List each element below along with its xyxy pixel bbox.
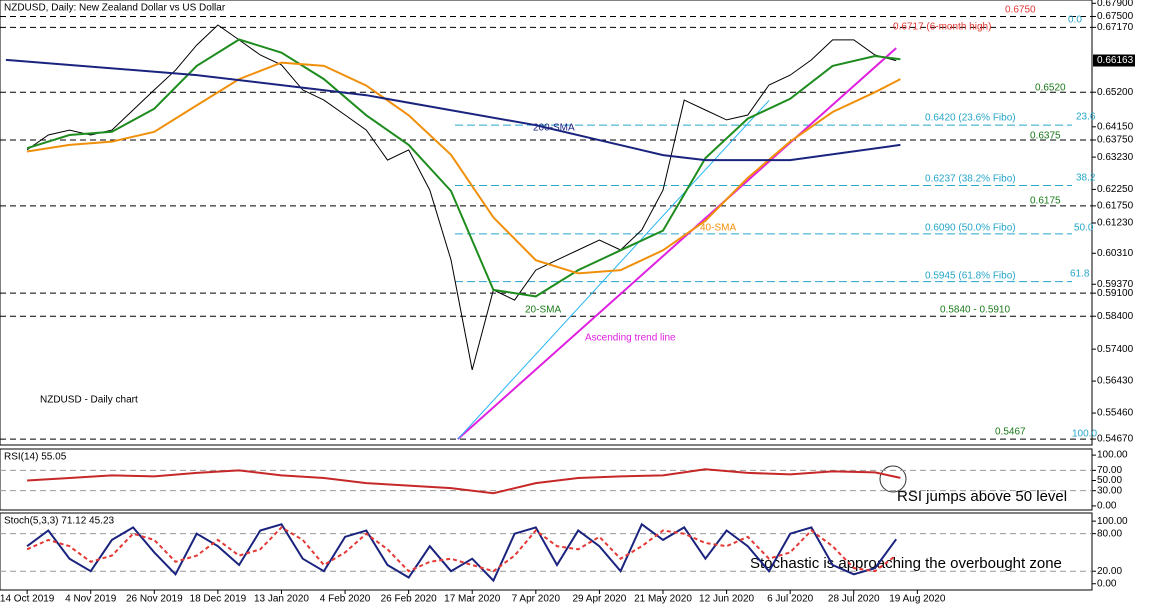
annotation: 0.6750	[1005, 5, 1036, 16]
trend-line	[457, 47, 897, 440]
y-tick-label: 0.64150	[1097, 121, 1134, 132]
y-tick-label: 20.00	[1097, 566, 1122, 577]
x-tick-label: 18 Dec 2019	[190, 594, 247, 605]
annotation: 0.5945 (61.8% Fibo)	[925, 271, 1016, 282]
annotation: 0.6175	[1030, 196, 1061, 207]
y-tick-label: 100.00	[1097, 516, 1128, 527]
x-tick-label: 28 Jul 2020	[828, 594, 880, 605]
y-tick-label: 80.00	[1097, 528, 1122, 539]
y-tick-label: 0.59100	[1097, 288, 1134, 299]
series-line	[26, 38, 901, 298]
annotation: 0.6420 (23.6% Fibo)	[925, 113, 1016, 124]
y-tick-label: 0.59370	[1097, 279, 1134, 290]
x-tick-label: 14 Oct 2019	[0, 594, 55, 605]
fibo-tag: 23.6	[1076, 112, 1096, 123]
annotation: 0.5840 - 0.5910	[940, 305, 1010, 316]
rsi-annotation: RSI jumps above 50 level	[897, 488, 1067, 505]
y-tick-label: 0.56430	[1097, 376, 1134, 387]
x-tick-label: 7 Apr 2020	[512, 594, 561, 605]
current-price-box	[1093, 54, 1135, 67]
y-tick-label: 0.58400	[1097, 311, 1134, 322]
annotation: 0.6375	[1030, 131, 1061, 142]
x-tick-label: 26 Feb 2020	[381, 594, 438, 605]
fibo-tag: 100.0	[1072, 429, 1097, 440]
x-tick-label: 17 Mar 2020	[444, 594, 501, 605]
stoch-title: Stoch(5,3,3) 71.12 45.23	[4, 516, 115, 527]
x-tick-label: 19 Aug 2020	[889, 594, 946, 605]
annotation: 0.6717 (6-month high)	[893, 22, 991, 33]
x-tick-label: 6 Jul 2020	[767, 594, 814, 605]
x-tick-label: 26 Nov 2019	[126, 594, 183, 605]
current-price-label: 0.66163	[1097, 55, 1134, 66]
y-tick-label: 0.61750	[1097, 201, 1134, 212]
series-line	[5, 58, 901, 162]
rsi-title: RSI(14) 55.05	[4, 452, 67, 463]
y-tick-label: 0.67170	[1097, 22, 1134, 33]
annotation: 0.6520	[1035, 83, 1066, 94]
y-tick-label: 0.60310	[1097, 248, 1134, 259]
annotation: NZDUSD - Daily chart	[40, 395, 138, 406]
x-tick-label: 21 May 2020	[634, 594, 692, 605]
y-tick-label: 0.00	[1097, 578, 1117, 589]
fibo-tag: 38.2	[1076, 173, 1096, 184]
x-tick-label: 13 Jan 2020	[254, 594, 309, 605]
y-tick-label: 0.00	[1097, 501, 1117, 512]
annotation: 40-SMA	[700, 223, 736, 234]
annotation: 0.6237 (38.2% Fibo)	[925, 174, 1016, 185]
fibo-tag: 50.0	[1074, 223, 1094, 234]
x-tick-label: 12 Jun 2020	[699, 594, 754, 605]
annotation: 0.6090 (50.0% Fibo)	[925, 223, 1016, 234]
y-tick-label: 0.54670	[1097, 434, 1134, 445]
y-tick-label: 0.55460	[1097, 408, 1134, 419]
fibo-tag: 0.0	[1068, 15, 1082, 26]
x-tick-label: 4 Nov 2019	[65, 594, 117, 605]
y-tick-label: 100.00	[1097, 450, 1128, 461]
stoch-panel	[0, 512, 1093, 591]
y-tick-label: 0.67500	[1097, 11, 1134, 22]
chart-title: NZDUSD, Daily: New Zealand Dollar vs US …	[4, 3, 226, 14]
annotation: Ascending trend line	[585, 333, 676, 344]
rsi-panel	[0, 448, 1093, 511]
y-tick-label: 0.61230	[1097, 218, 1134, 229]
fibo-tag: 61.8	[1070, 269, 1090, 280]
series-line	[27, 468, 901, 495]
y-tick-label: 0.63750	[1097, 135, 1134, 146]
annotation: 20-SMA	[525, 305, 561, 316]
y-tick-label: 0.67900	[1097, 0, 1134, 9]
y-tick-label: 0.57400	[1097, 344, 1134, 355]
series-line	[26, 61, 901, 275]
y-tick-label: 0.62250	[1097, 184, 1134, 195]
annotation: 0.5467	[995, 427, 1026, 438]
x-tick-label: 4 Feb 2020	[320, 594, 371, 605]
y-tick-label: 0.63230	[1097, 152, 1134, 163]
series-line	[26, 522, 898, 583]
annotation: 200-SMA	[533, 123, 575, 134]
y-tick-label: 30.00	[1097, 485, 1122, 496]
series-line	[26, 24, 897, 371]
y-tick-label: 50.00	[1097, 475, 1122, 486]
rsi-circle	[879, 465, 907, 493]
y-tick-label: 70.00	[1097, 465, 1122, 476]
x-tick-label: 29 Apr 2020	[572, 594, 626, 605]
y-tick-label: 0.65200	[1097, 87, 1134, 98]
stoch-annotation: Stochastic is approaching the overbought…	[750, 555, 1062, 572]
series-line	[26, 526, 897, 573]
